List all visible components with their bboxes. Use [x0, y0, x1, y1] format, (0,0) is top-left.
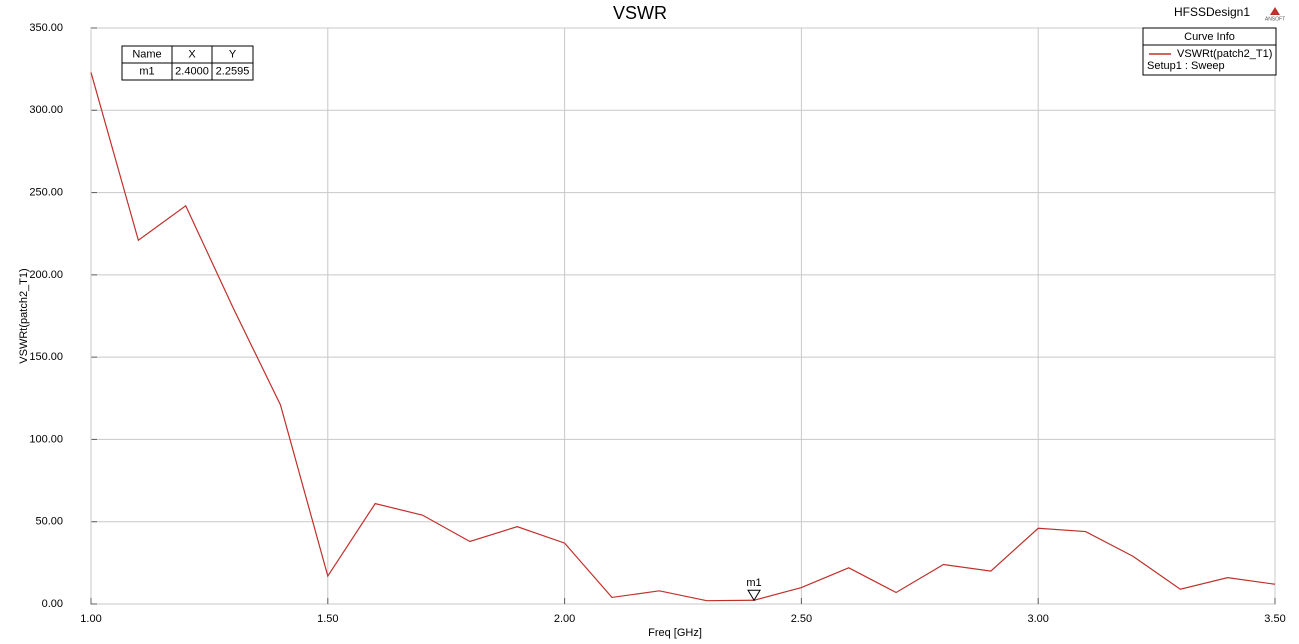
table-header: Y [229, 48, 237, 60]
x-tick-label: 1.50 [317, 613, 338, 625]
y-tick-label: 350.00 [29, 22, 63, 34]
marker-label: m1 [746, 577, 761, 589]
logo-icon [1270, 7, 1280, 15]
y-tick-label: 100.00 [29, 433, 63, 445]
marker [747, 589, 761, 602]
y-tick-label: 300.00 [29, 104, 63, 116]
table-cell: 2.2595 [216, 65, 250, 77]
y-tick-label: 200.00 [29, 269, 63, 281]
x-axis-title: Freq [GHz] [648, 627, 702, 639]
x-tick-label: 2.00 [554, 613, 575, 625]
x-tick-label: 3.00 [1027, 613, 1048, 625]
y-tick-label: 150.00 [29, 351, 63, 363]
logo-text: ANSOFT [1265, 16, 1285, 22]
table-header: X [188, 48, 196, 60]
legend [1142, 27, 1277, 76]
x-tick-label: 3.50 [1264, 613, 1285, 625]
plot-area [90, 27, 1276, 605]
legend-subtitle: Setup1 : Sweep [1147, 60, 1225, 72]
table-cell: 2.4000 [175, 65, 209, 77]
table-cell: m1 [139, 65, 154, 77]
design-name: HFSSDesign1 [1174, 5, 1250, 19]
series-line [90, 72, 1276, 602]
y-axis-title: VSWRt(patch2_T1) [18, 268, 30, 363]
chart-title: VSWR [613, 3, 667, 23]
y-tick-label: 50.00 [35, 516, 63, 528]
table-header: Name [132, 48, 161, 60]
legend-title: Curve Info [1184, 31, 1235, 43]
legend-label: VSWRt(patch2_T1) [1177, 48, 1272, 60]
x-tick-label: 1.00 [80, 613, 101, 625]
y-tick-label: 250.00 [29, 186, 63, 198]
y-tick-label: 0.00 [42, 598, 63, 610]
x-tick-label: 2.50 [791, 613, 812, 625]
